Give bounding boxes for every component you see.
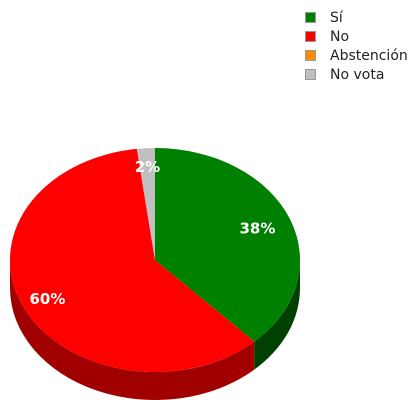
slice-label-no: 60% xyxy=(29,290,65,308)
pie-side-no xyxy=(10,260,255,400)
legend-swatch-abstencion xyxy=(305,50,316,61)
legend-swatch-no xyxy=(305,31,316,42)
legend-item-si: Sí xyxy=(305,8,408,27)
legend-label-abstencion: Abstención xyxy=(330,47,408,64)
slice-label-si: 38% xyxy=(240,220,276,238)
pie-slice-no xyxy=(10,148,255,372)
pie-slice-no-vota xyxy=(136,148,155,260)
legend-label-no: No xyxy=(330,28,350,45)
pie-slice-si xyxy=(155,148,301,342)
legend-swatch-no-vota xyxy=(305,69,316,80)
legend-item-no: No xyxy=(305,27,408,46)
legend-item-abstencion: Abstención xyxy=(305,46,408,65)
chart-legend: Sí No Abstención No vota xyxy=(305,8,408,84)
legend-label-no-vota: No vota xyxy=(330,66,385,83)
slice-label-no-vota: 2% xyxy=(135,158,160,176)
legend-swatch-si xyxy=(305,12,316,23)
legend-label-si: Sí xyxy=(330,9,343,26)
pie-side-si xyxy=(254,260,300,370)
legend-item-no-vota: No vota xyxy=(305,65,408,84)
